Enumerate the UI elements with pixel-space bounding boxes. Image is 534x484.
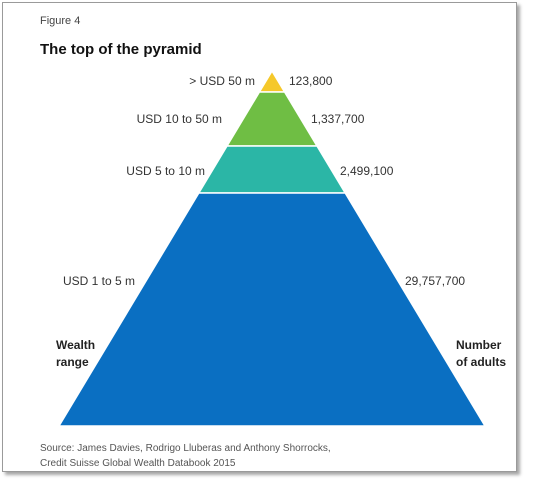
tier-adults-label-usd-50-m: 123,800: [289, 74, 333, 88]
chart-title: The top of the pyramid: [40, 41, 202, 58]
source-line-2: Credit Suisse Global Wealth Databook 201…: [40, 458, 236, 469]
source-note: Source: James Davies, Rodrigo Lluberas a…: [40, 441, 331, 471]
pyramid-tier-usd-50-m: [258, 69, 286, 93]
wealth-range-label-line-2: range: [56, 355, 89, 369]
number-of-adults-label: Number of adults: [456, 337, 506, 371]
tier-adults-label-usd-5-to-10-m: 2,499,100: [340, 164, 394, 178]
number-of-adults-label-line-2: of adults: [456, 355, 506, 369]
tier-range-label-usd-5-to-10-m: USD 5 to 10 m: [126, 164, 205, 178]
pyramid-tier-usd-10-to-50-m: [225, 91, 319, 147]
wealth-range-label-line-1: Wealth: [56, 338, 96, 352]
pyramid-tier-usd-1-to-5-m: [57, 192, 487, 427]
figure-label: Figure 4: [40, 15, 81, 27]
tier-adults-label-usd-1-to-5-m: 29,757,700: [405, 274, 465, 288]
number-of-adults-label-line-1: Number: [456, 338, 502, 352]
tier-adults-label-usd-10-to-50-m: 1,337,700: [311, 112, 365, 126]
source-line-1: Source: James Davies, Rodrigo Lluberas a…: [40, 443, 331, 454]
wealth-range-label: Wealth range: [56, 337, 95, 371]
tier-range-label-usd-1-to-5-m: USD 1 to 5 m: [63, 274, 135, 288]
tier-range-label-usd-10-to-50-m: USD 10 to 50 m: [137, 112, 222, 126]
pyramid-tier-usd-5-to-10-m: [197, 145, 347, 194]
tier-range-label-usd-50-m: > USD 50 m: [189, 74, 255, 88]
